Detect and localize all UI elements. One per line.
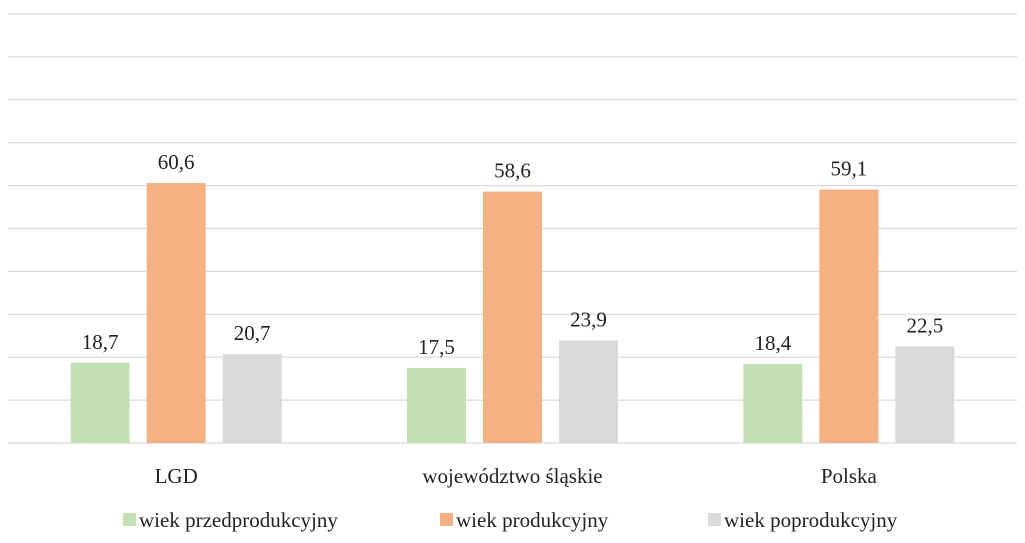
bar [70, 362, 130, 443]
category-label: LGD [155, 464, 198, 488]
bar [407, 367, 466, 443]
bar [222, 354, 282, 443]
legend-item: wiek produkcyjny [440, 508, 609, 532]
legend: wiek przedprodukcyjny wiek produkcyjny wie… [123, 508, 898, 532]
bar [819, 189, 879, 443]
legend-swatch [123, 513, 136, 526]
legend-label: wiek poprodukcyjny [724, 508, 898, 532]
legend-item: wiek przedprodukcyjny [123, 508, 338, 532]
bar [483, 191, 542, 443]
value-labels: 18,7 60,6 20,7 17,5 58,6 23,9 18,4 59,1 22,5 [82, 150, 943, 359]
value-label: 18,7 [82, 330, 119, 354]
value-label: 20,7 [234, 321, 271, 345]
bars [70, 183, 955, 443]
category-label: województwo śląskie [422, 464, 602, 488]
value-label: 59,1 [830, 156, 867, 180]
bar [146, 183, 206, 443]
value-label: 17,5 [418, 335, 455, 359]
legend-item: wiek poprodukcyjny [708, 508, 898, 532]
value-label: 58,6 [494, 159, 531, 183]
value-label: 22,5 [906, 313, 943, 337]
value-label: 23,9 [570, 307, 607, 331]
legend-label: wiek produkcyjny [456, 508, 609, 532]
legend-label: wiek przedprodukcyjny [139, 508, 338, 532]
legend-swatch [440, 513, 453, 526]
value-label: 60,6 [158, 150, 195, 174]
category-labels: LGD województwo śląskie Polska [155, 464, 878, 488]
bar [895, 346, 955, 443]
bar [559, 340, 618, 443]
category-label: Polska [821, 464, 878, 488]
value-label: 18,4 [754, 331, 791, 355]
bar [743, 364, 803, 443]
legend-swatch [708, 513, 721, 526]
